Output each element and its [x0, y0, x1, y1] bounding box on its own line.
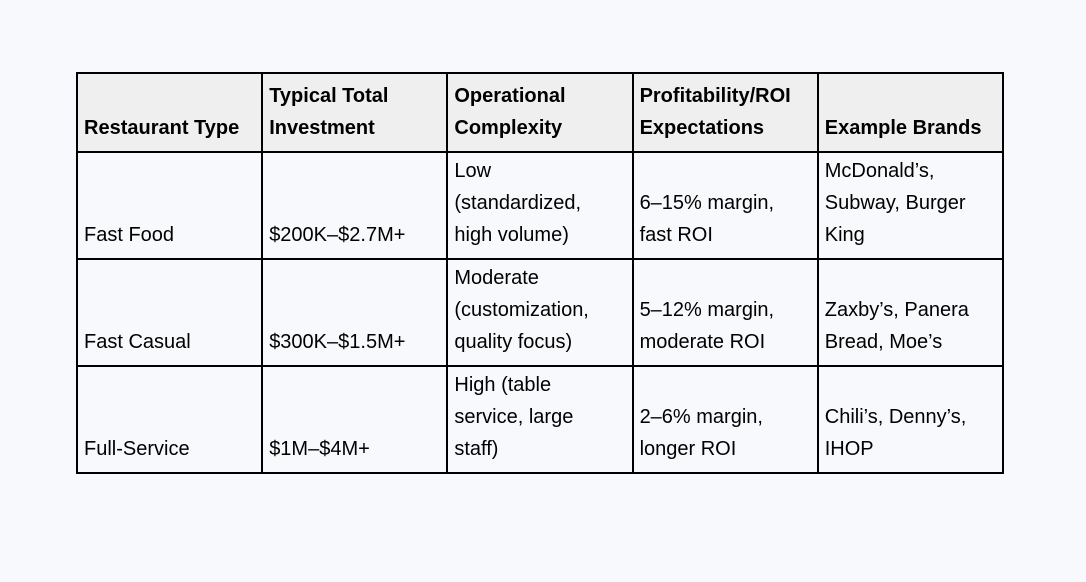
cell-typical-total-investment: $1M–$4M+ [261, 365, 449, 474]
column-header-restaurant-type: Restaurant Type [75, 72, 264, 153]
cell-restaurant-type: Fast Casual [75, 258, 264, 367]
column-header-profitability-roi-expectations: Profitability/ROI Expectations [631, 72, 819, 153]
restaurant-comparison-table: Restaurant Type Typical Total Investment… [75, 72, 1005, 474]
cell-typical-total-investment: $200K–$2.7M+ [261, 151, 449, 260]
table-head: Restaurant Type Typical Total Investment… [75, 72, 1005, 153]
cell-operational-complexity: Moderate (customization, quality focus) [446, 258, 634, 367]
cell-restaurant-type: Full-Service [75, 365, 264, 474]
table-body: Fast Food $200K–$2.7M+ Low (standardized… [75, 151, 1005, 474]
cell-typical-total-investment: $300K–$1.5M+ [261, 258, 449, 367]
cell-example-brands: McDonald’s, Subway, Burger King [816, 151, 1005, 260]
table-row-full-service: Full-Service $1M–$4M+ High (table servic… [75, 365, 1005, 474]
cell-profitability-roi-expectations: 6–15% margin, fast ROI [631, 151, 819, 260]
column-header-typical-total-investment: Typical Total Investment [261, 72, 449, 153]
cell-profitability-roi-expectations: 5–12% margin, moderate ROI [631, 258, 819, 367]
cell-operational-complexity: High (table service, large staff) [446, 365, 634, 474]
cell-restaurant-type: Fast Food [75, 151, 264, 260]
table-header-row: Restaurant Type Typical Total Investment… [75, 72, 1005, 153]
column-header-operational-complexity: Operational Complexity [446, 72, 634, 153]
cell-operational-complexity: Low (standardized, high volume) [446, 151, 634, 260]
cell-example-brands: Chili’s, Denny’s, IHOP [816, 365, 1005, 474]
table-row-fast-casual: Fast Casual $300K–$1.5M+ Moderate (custo… [75, 258, 1005, 367]
cell-example-brands: Zaxby’s, Panera Bread, Moe’s [816, 258, 1005, 367]
table-row-fast-food: Fast Food $200K–$2.7M+ Low (standardized… [75, 151, 1005, 260]
column-header-example-brands: Example Brands [816, 72, 1005, 153]
cell-profitability-roi-expectations: 2–6% margin, longer ROI [631, 365, 819, 474]
table-container: Restaurant Type Typical Total Investment… [75, 72, 1005, 474]
